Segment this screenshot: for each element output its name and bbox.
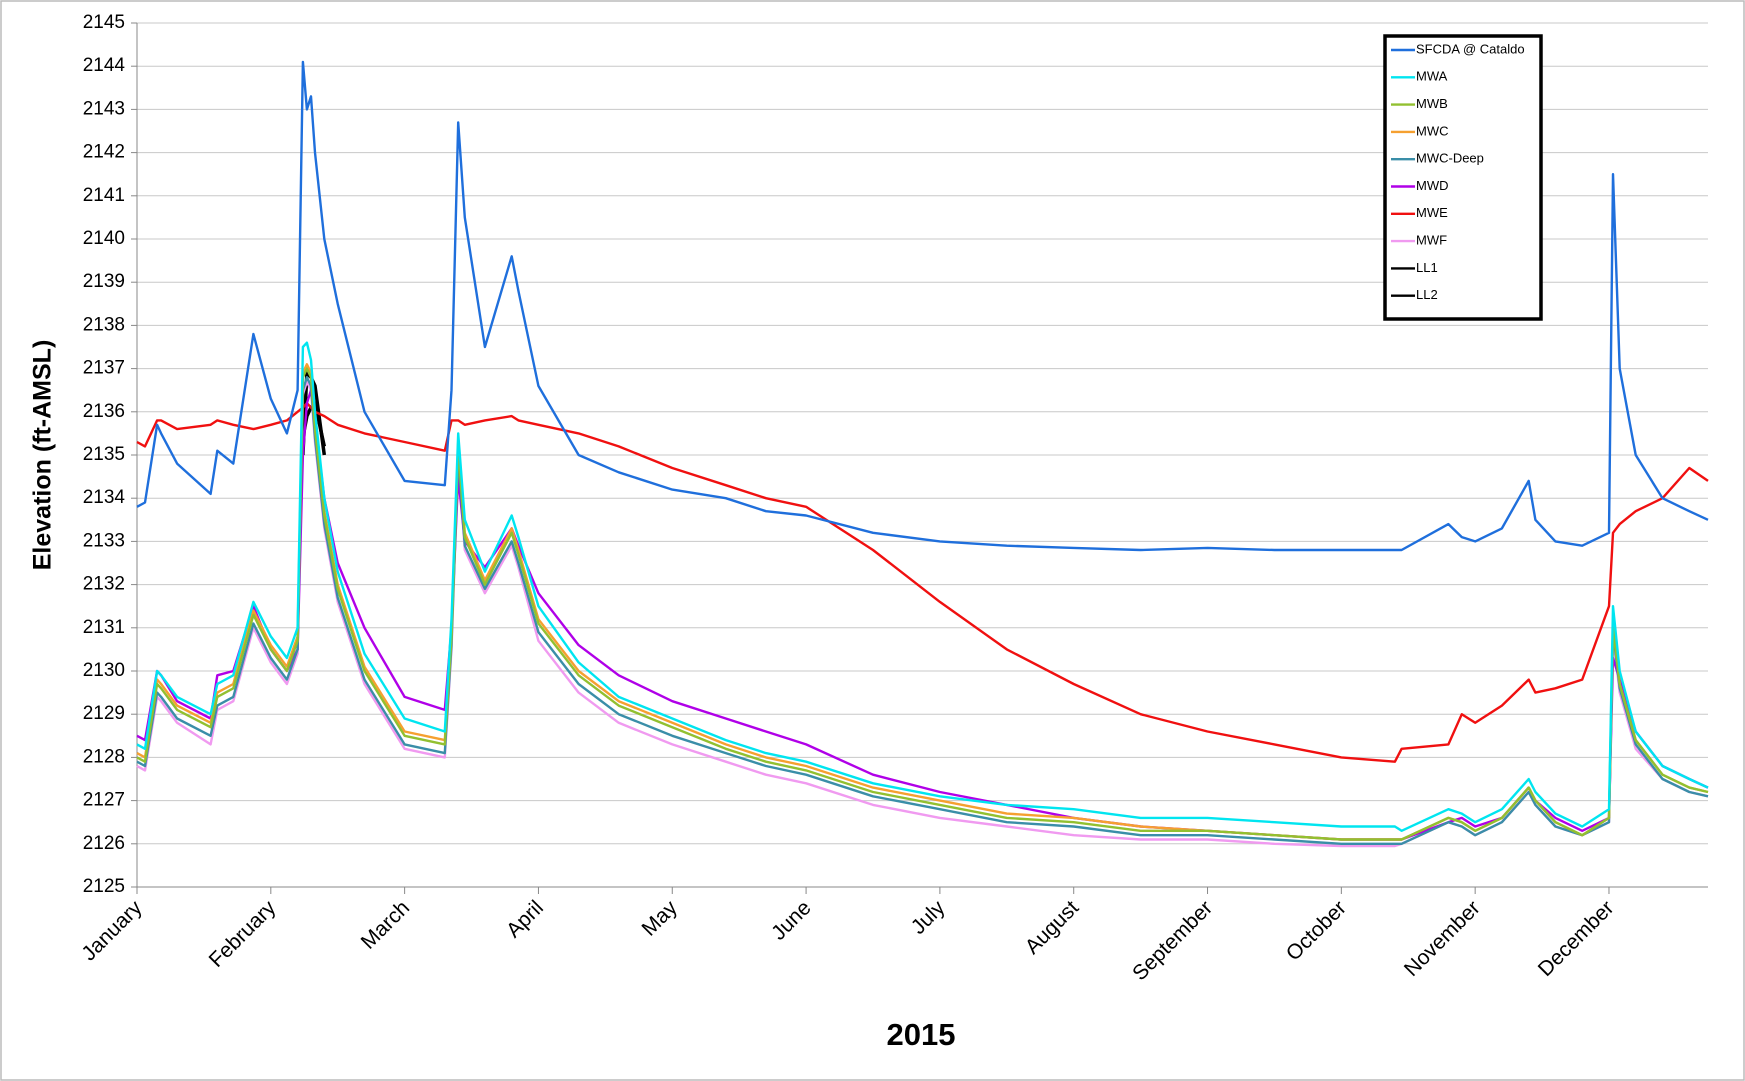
y-tick-label: 2144 <box>83 55 126 76</box>
x-axis-label: 2015 <box>887 1017 956 1052</box>
legend-label: MWD <box>1416 178 1449 193</box>
y-tick-label: 2129 <box>83 703 125 724</box>
y-tick-label: 2125 <box>83 876 125 897</box>
y-tick-label: 2138 <box>83 314 125 335</box>
legend-label: LL2 <box>1416 287 1438 302</box>
y-tick-label: 2130 <box>83 660 125 681</box>
series-line <box>136 367 1709 841</box>
y-tick-label: 2132 <box>83 574 125 595</box>
legend-label: MWF <box>1416 233 1447 248</box>
y-axis-label: Elevation (ft-AMSL) <box>29 340 57 571</box>
y-tick-label: 2128 <box>83 746 125 767</box>
legend-label: MWA <box>1416 69 1448 84</box>
legend-label: MWB <box>1416 96 1448 111</box>
y-tick-label: 2140 <box>83 228 125 249</box>
y-tick-label: 2143 <box>83 98 125 119</box>
y-tick-label: 2134 <box>83 487 126 508</box>
legend-label: MWE <box>1416 205 1448 220</box>
legend-label: LL1 <box>1416 260 1438 275</box>
series-line <box>136 60 1709 552</box>
y-tick-label: 2136 <box>83 401 125 422</box>
legend-label: MWC <box>1416 123 1449 138</box>
legend-label: MWC-Deep <box>1416 151 1484 166</box>
y-tick-label: 2133 <box>83 530 125 551</box>
legend-label: SFCDA @ Cataldo <box>1416 41 1525 56</box>
y-tick-label: 2135 <box>83 444 125 465</box>
y-tick-label: 2145 <box>83 12 125 33</box>
y-tick-label: 2127 <box>83 790 125 811</box>
y-tick-label: 2137 <box>83 358 125 379</box>
y-tick-label: 2126 <box>83 833 125 854</box>
y-tick-label: 2142 <box>83 142 125 163</box>
series-line <box>136 376 1709 845</box>
y-tick-label: 2131 <box>83 617 125 638</box>
y-tick-label: 2139 <box>83 271 125 292</box>
y-tick-label: 2141 <box>83 185 125 206</box>
series-line <box>136 341 1709 832</box>
legend-box <box>1383 34 1543 321</box>
